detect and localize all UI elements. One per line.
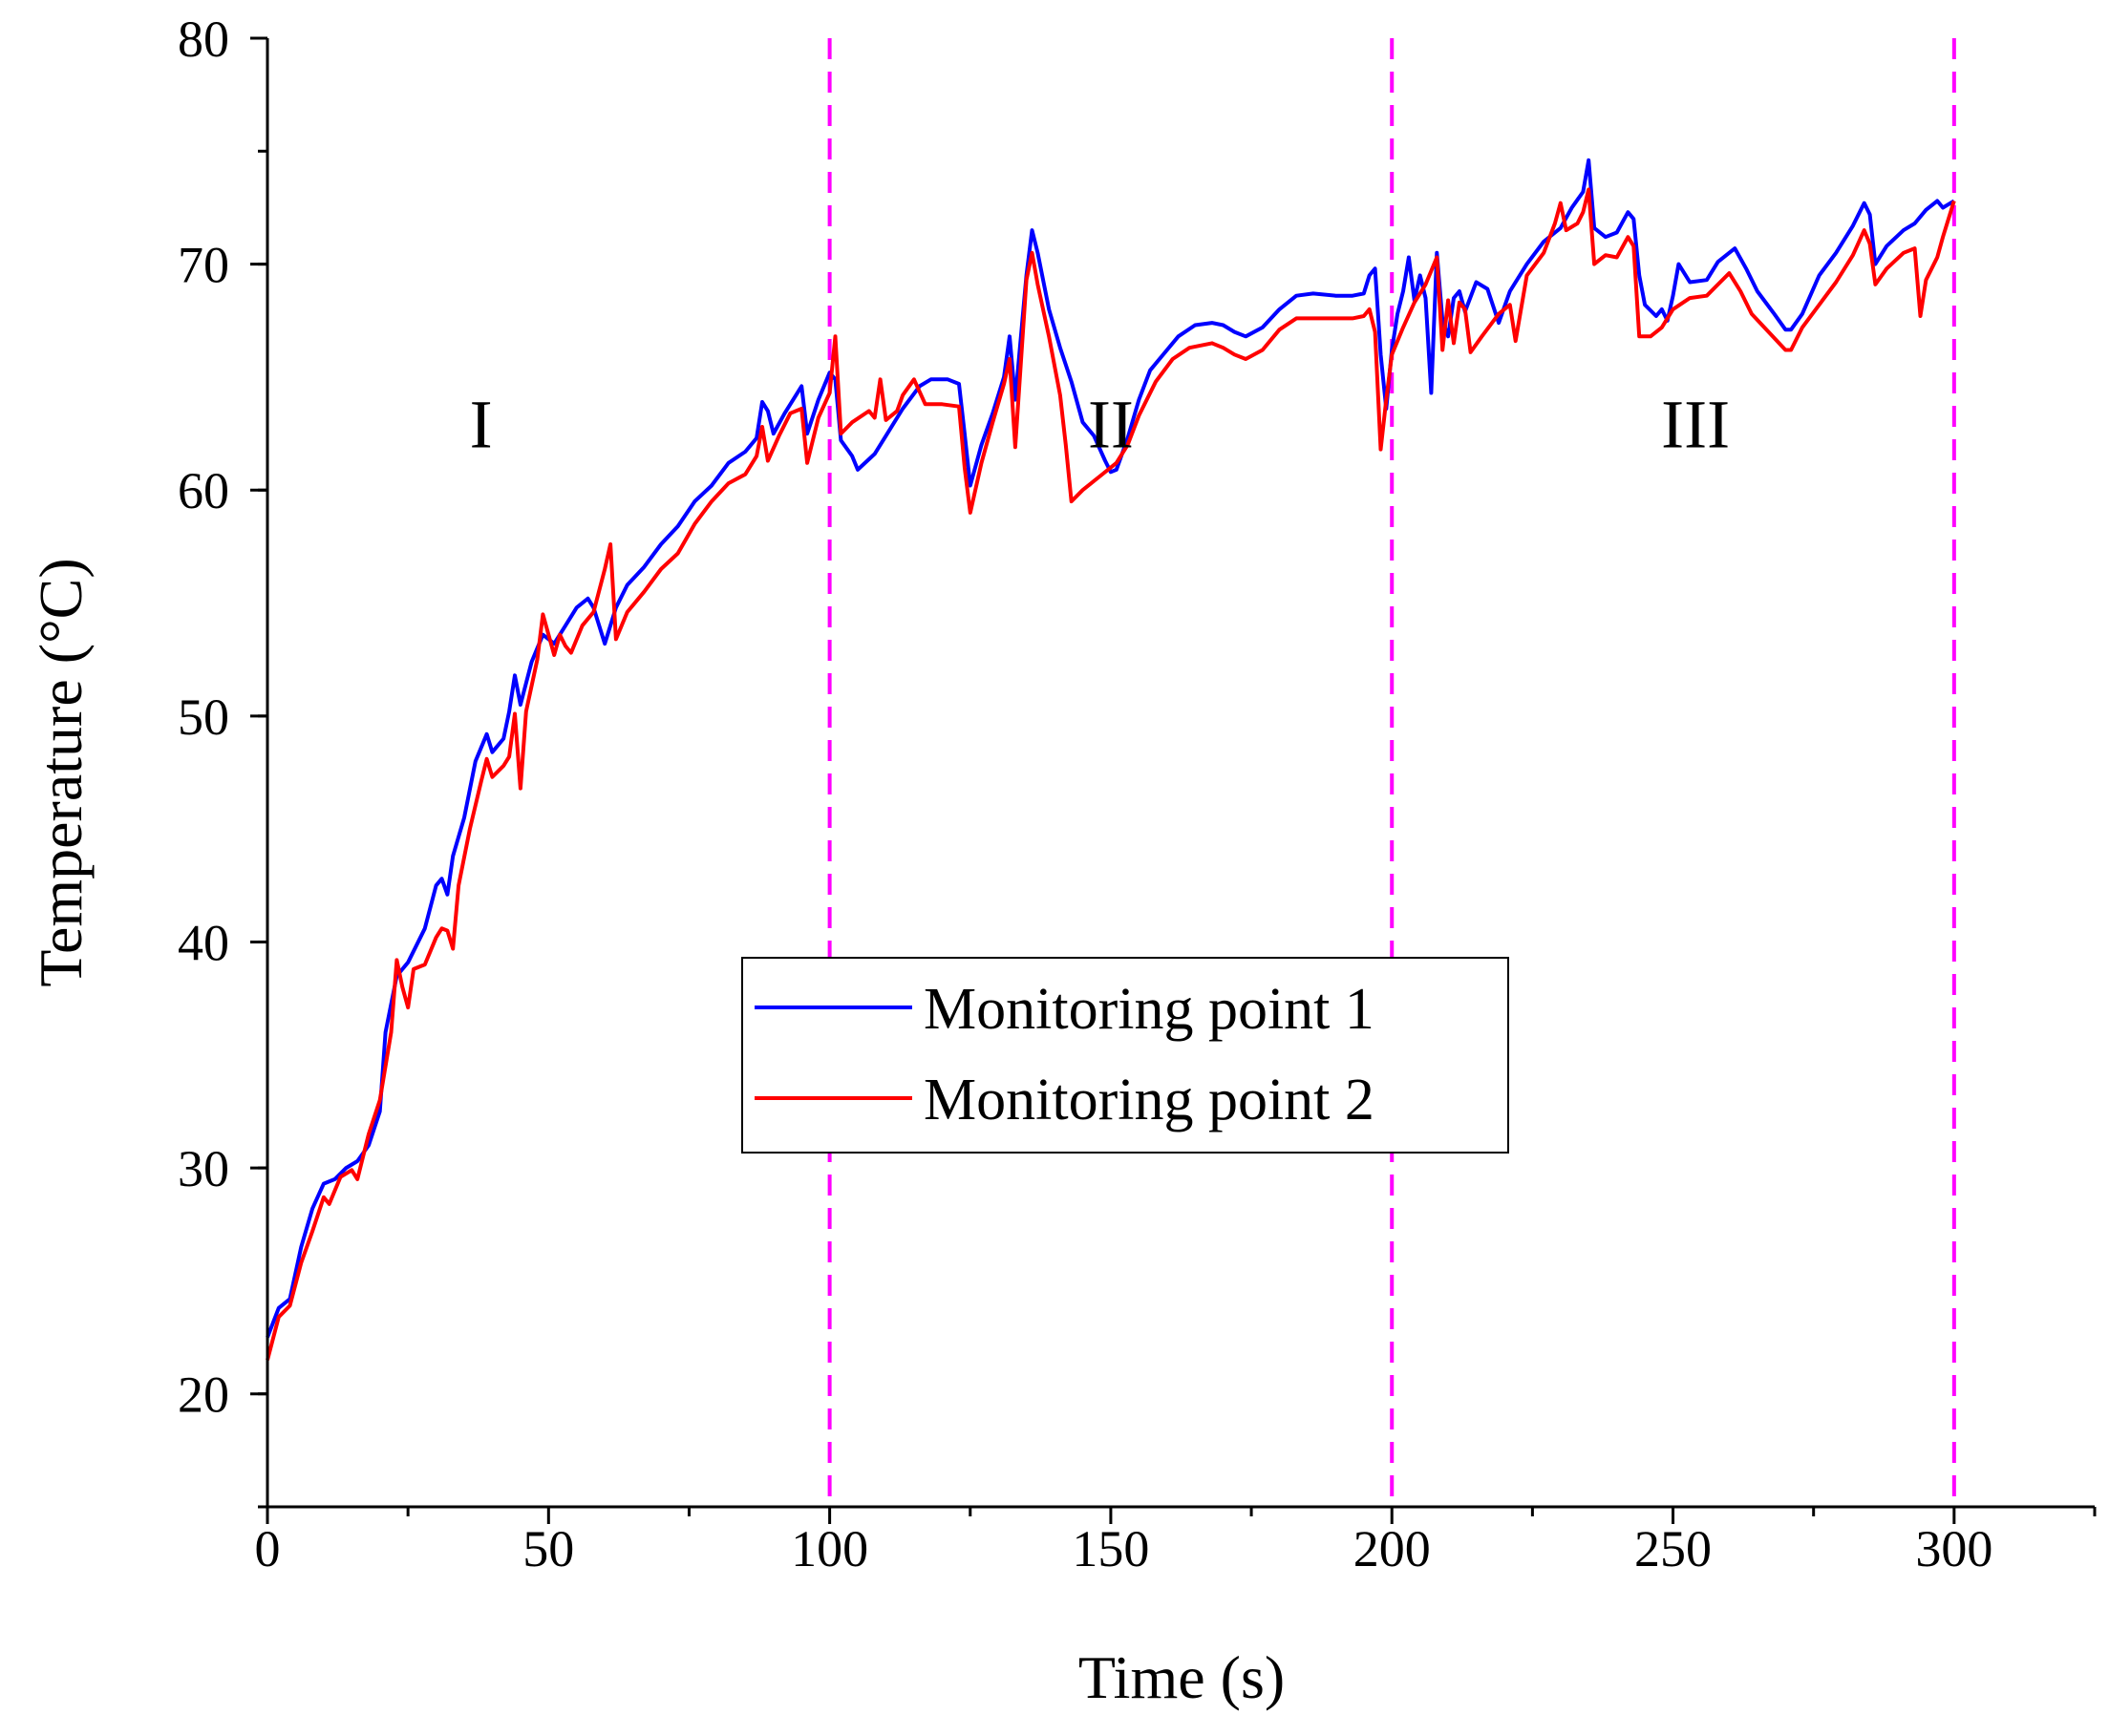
x-tick-label: 150 xyxy=(1072,1520,1149,1577)
y-tick-label: 50 xyxy=(178,688,229,746)
x-tick-label: 300 xyxy=(1915,1520,1992,1577)
y-tick-label: 70 xyxy=(178,237,229,294)
region-divider-lines xyxy=(827,38,1956,1507)
legend-box xyxy=(741,957,1509,1154)
y-tick-label: 80 xyxy=(178,11,229,68)
legend-label-series-1: Monitoring point 1 xyxy=(924,977,1374,1042)
series-line-1 xyxy=(266,158,1955,1339)
x-axis-label: Time (s) xyxy=(1078,1643,1285,1711)
x-tick-label: 100 xyxy=(791,1520,868,1577)
y-tick-label: 30 xyxy=(178,1140,229,1197)
series-layer xyxy=(266,158,1956,1361)
y-tick-label: 60 xyxy=(178,462,229,519)
y-tick-label: 40 xyxy=(178,914,229,971)
legend: Monitoring point 1 Monitoring point 2 xyxy=(741,957,1509,1154)
region-labels: I II III xyxy=(470,386,1730,462)
y-tick-label: 20 xyxy=(178,1366,229,1424)
legend-label-series-2: Monitoring point 2 xyxy=(924,1068,1374,1133)
axes xyxy=(266,38,2095,1509)
region-label-3: III xyxy=(1661,386,1730,462)
x-tick-label: 200 xyxy=(1353,1520,1431,1577)
x-tick-label: 0 xyxy=(255,1520,281,1577)
y-axis-label: Temperature (°C) xyxy=(27,558,95,986)
x-tick-label: 50 xyxy=(522,1520,574,1577)
region-label-1: I xyxy=(470,386,493,462)
axis-ticks: 0 50 100 150 200 250 300 20 30 40 50 60 70 80 xyxy=(178,11,2097,1577)
series-line-2 xyxy=(266,187,1956,1361)
x-tick-label: 250 xyxy=(1634,1520,1712,1577)
region-label-2: II xyxy=(1088,386,1134,462)
